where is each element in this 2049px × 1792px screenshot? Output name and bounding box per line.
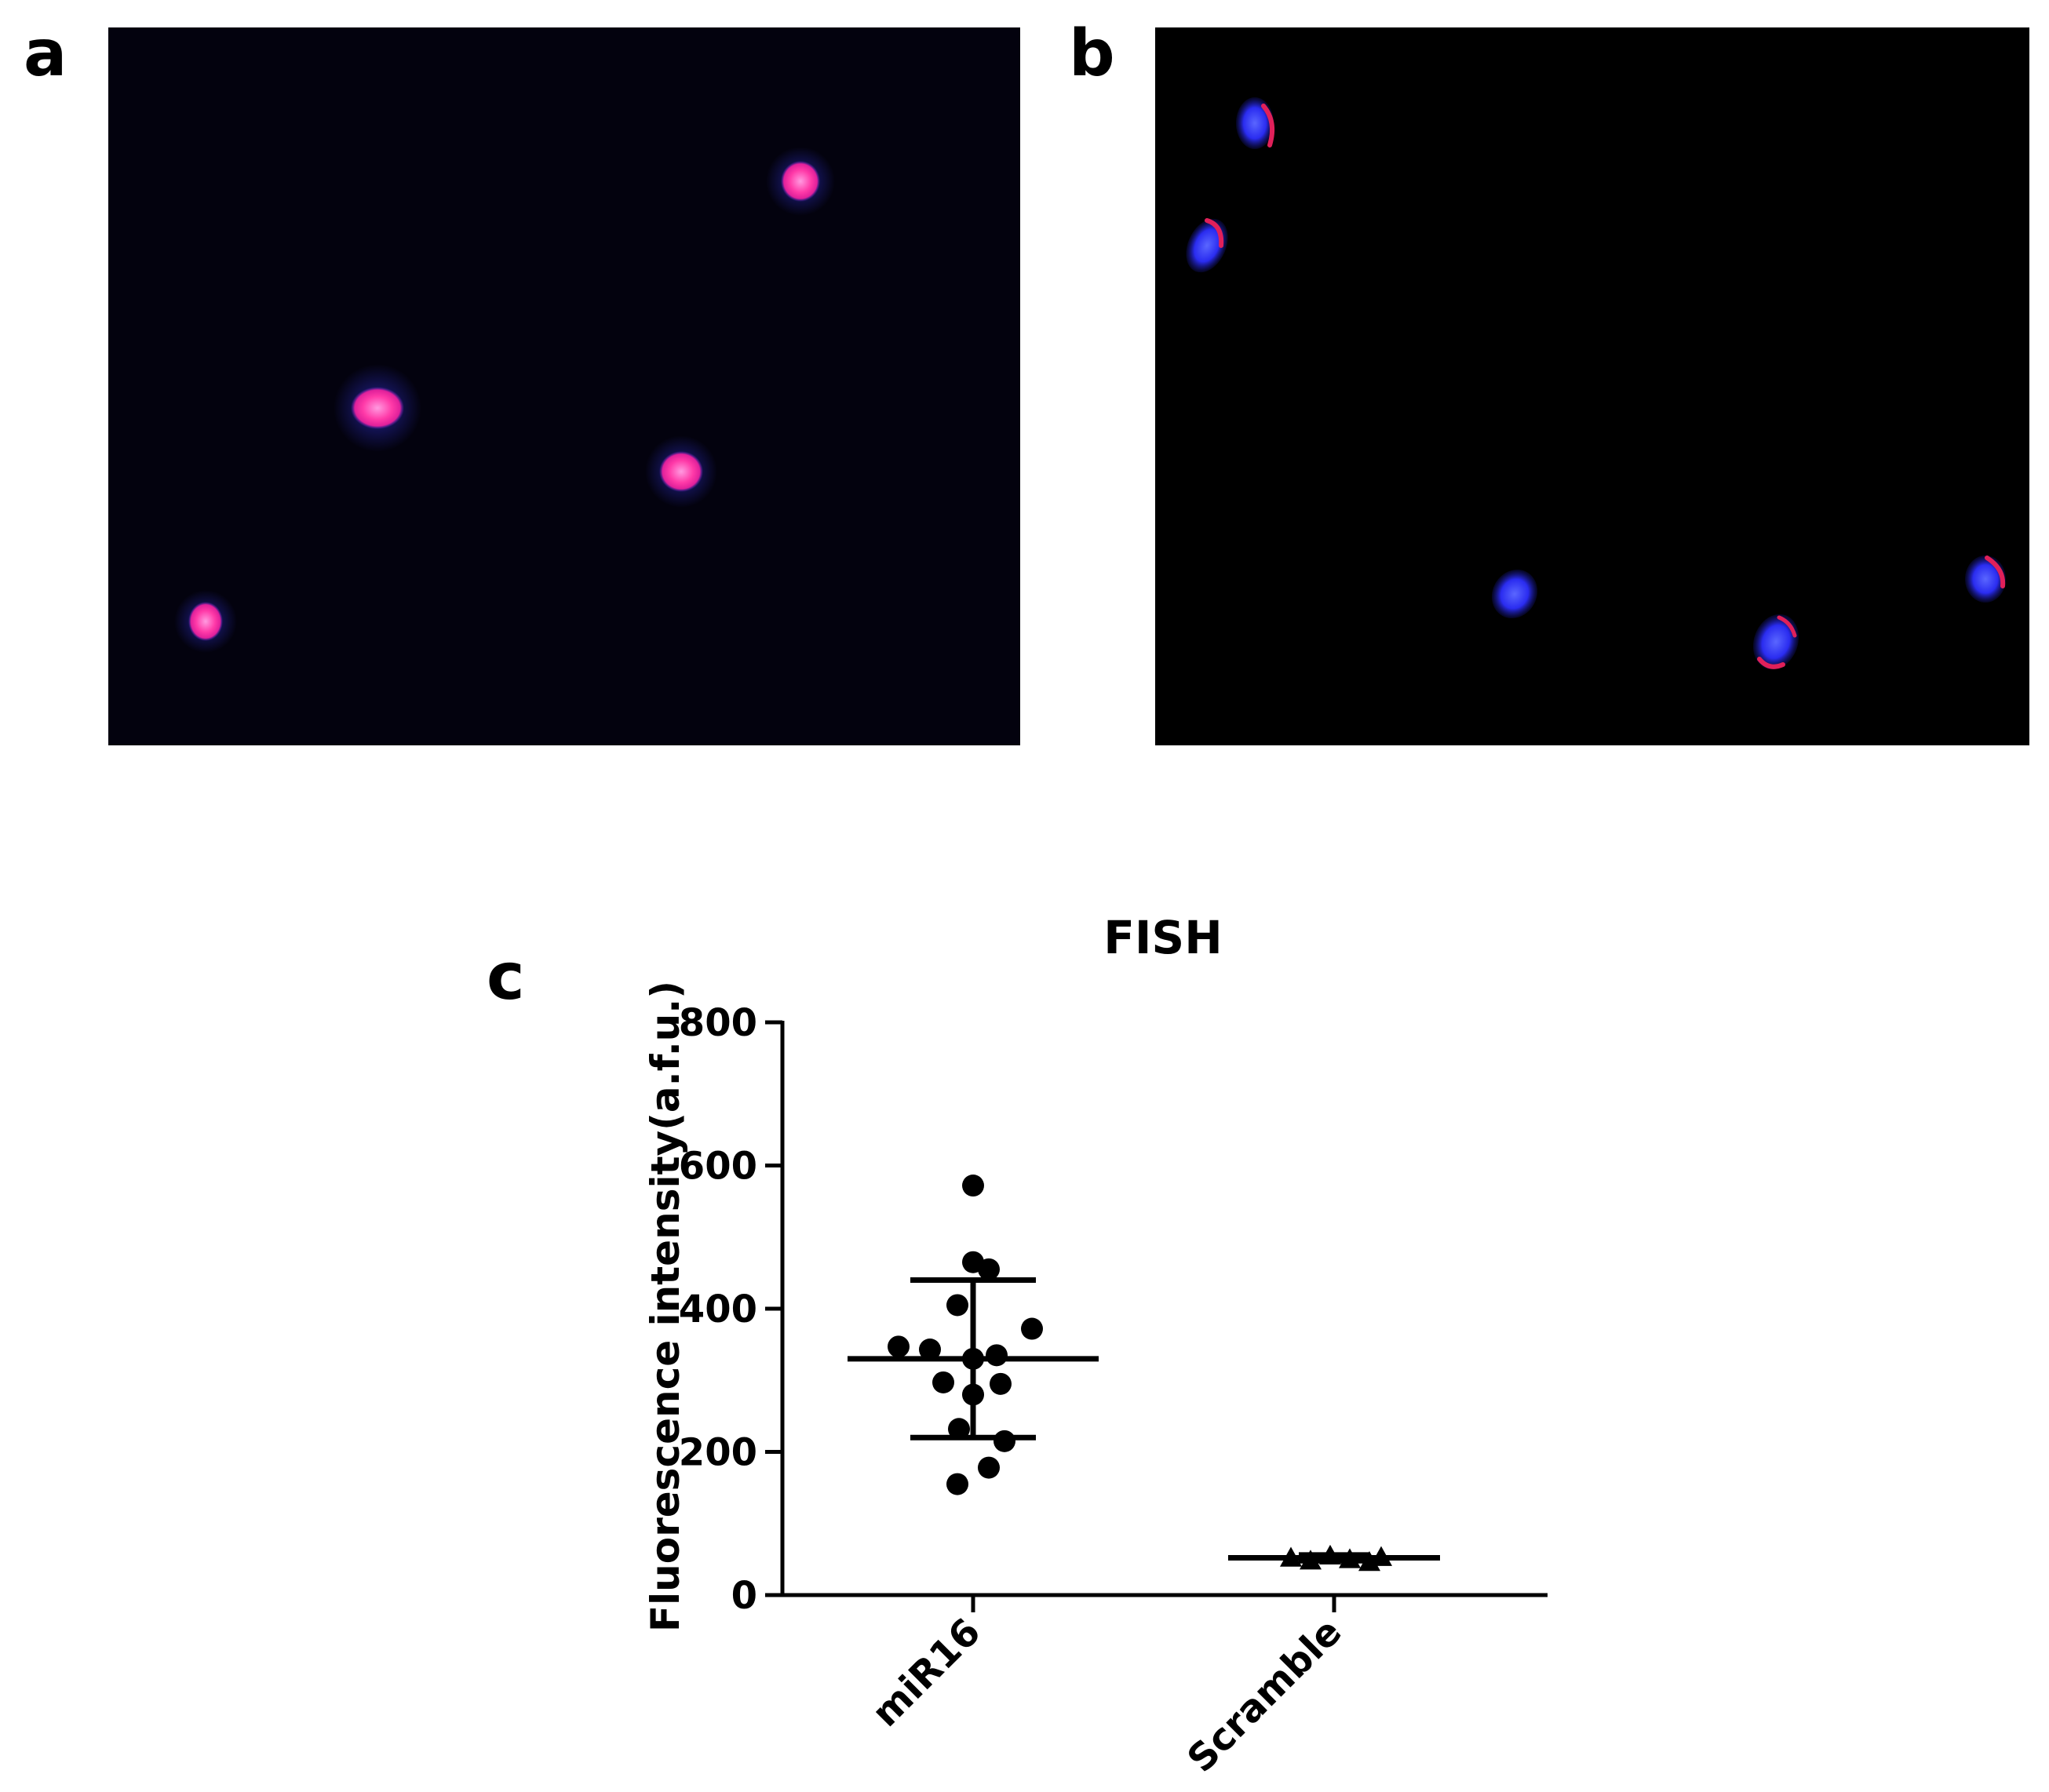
micrograph-a-image — [174, 147, 835, 653]
x-tick-label: Scramble — [1179, 1610, 1350, 1781]
micrograph-b — [1155, 27, 2029, 745]
data-point — [946, 1473, 968, 1495]
data-point — [978, 1456, 1000, 1479]
data-point — [986, 1344, 1008, 1367]
data-point — [1339, 1548, 1361, 1568]
data-point — [1021, 1317, 1043, 1340]
cell-a4 — [174, 590, 237, 653]
y-tick-label: 200 — [679, 1431, 757, 1475]
y-tick-label: 600 — [679, 1145, 757, 1189]
cell-b3 — [1491, 569, 1538, 619]
data-point — [962, 1175, 984, 1197]
data-point — [888, 1335, 910, 1358]
data-point — [1319, 1544, 1341, 1565]
data-point — [1300, 1550, 1322, 1570]
data-point — [990, 1372, 1012, 1395]
panel-label-a: a — [24, 16, 67, 91]
data-point — [962, 1383, 984, 1406]
data-marks — [848, 1175, 1440, 1572]
micrograph-b-image — [1186, 97, 2006, 670]
panel-label-b: b — [1069, 16, 1115, 91]
y-tick-label: 400 — [679, 1288, 757, 1331]
cell-a2 — [334, 364, 421, 452]
chart-title: FISH — [1103, 911, 1223, 964]
cell-a1 — [766, 147, 835, 216]
data-point — [946, 1294, 968, 1317]
data-point — [948, 1418, 970, 1441]
cell-a3 — [645, 435, 717, 508]
data-point — [994, 1430, 1015, 1452]
data-point — [962, 1347, 984, 1370]
cell-b1 — [1236, 97, 1275, 149]
cell-b5 — [1965, 555, 2006, 603]
y-tick-label: 800 — [679, 1001, 757, 1045]
panel-label-c: c — [487, 940, 525, 1014]
cell-b2 — [1186, 218, 1228, 273]
x-tick-label: miR16 — [864, 1610, 990, 1736]
data-point — [1358, 1551, 1380, 1572]
data-point — [1370, 1546, 1392, 1566]
y-tick-label: 0 — [731, 1574, 757, 1618]
axes: 0 200 400 600 800 miR16 Scramble — [679, 1001, 1548, 1781]
micrograph-a — [108, 27, 1020, 745]
data-point — [1280, 1546, 1302, 1567]
data-point — [932, 1371, 954, 1393]
cell-b4 — [1752, 614, 1799, 670]
y-axis-label: Fluorescence intensity(a.f.u.) — [643, 981, 688, 1632]
data-point — [978, 1258, 1000, 1280]
data-point — [919, 1339, 941, 1361]
